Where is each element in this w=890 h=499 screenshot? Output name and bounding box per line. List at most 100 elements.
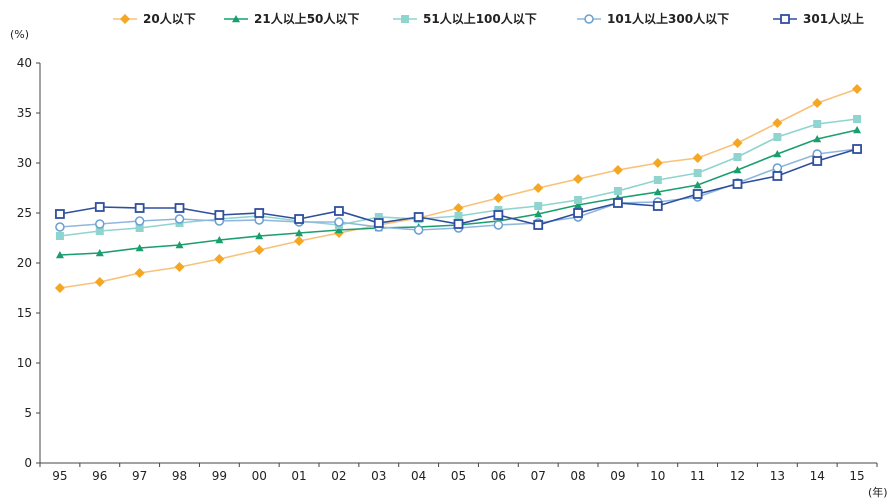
- data-point: [812, 98, 823, 108]
- x-tick-label: 98: [172, 469, 187, 483]
- data-point: [374, 213, 383, 221]
- data-point: [373, 218, 384, 228]
- x-tick-label: 14: [810, 469, 825, 483]
- data-point: [812, 156, 823, 166]
- data-point: [534, 210, 543, 218]
- legend-item-3: 51人以上100人以下: [393, 11, 537, 26]
- data-point: [174, 214, 185, 224]
- x-tick-label: 13: [770, 469, 785, 483]
- x-tick-label: 95: [52, 469, 67, 483]
- data-point: [573, 174, 584, 184]
- data-point: [573, 208, 583, 218]
- x-tick-label: 04: [411, 469, 426, 483]
- data-point: [534, 202, 543, 210]
- data-point: [732, 179, 743, 189]
- data-point: [493, 210, 504, 220]
- legend-item-5: 301人以上: [773, 11, 864, 26]
- y-tick-label: 20: [17, 256, 32, 270]
- legend-marker: [120, 14, 130, 24]
- x-tick-label: 06: [491, 469, 506, 483]
- x-tick-label: 12: [730, 469, 745, 483]
- x-tick-label: 05: [451, 469, 466, 483]
- data-point: [693, 181, 702, 189]
- data-point: [453, 203, 464, 213]
- legend-label: 301人以上: [803, 11, 864, 26]
- data-point: [334, 226, 343, 234]
- x-tick-label: 15: [849, 469, 864, 483]
- x-tick-label: 00: [252, 469, 267, 483]
- legend-marker: [780, 14, 790, 24]
- data-point: [175, 241, 184, 249]
- data-point: [852, 84, 863, 94]
- data-point: [334, 206, 344, 216]
- data-point: [215, 236, 224, 244]
- y-tick-label: 5: [24, 406, 32, 420]
- data-point: [55, 222, 65, 232]
- data-point: [773, 133, 782, 141]
- y-tick-label: 0: [24, 456, 32, 470]
- data-point: [134, 268, 145, 278]
- data-point: [95, 227, 104, 235]
- data-point: [852, 144, 862, 154]
- y-axis-unit-label: (%): [10, 28, 29, 41]
- y-tick-label: 25: [17, 206, 32, 220]
- data-point: [55, 232, 64, 240]
- data-point: [813, 135, 822, 143]
- data-point: [55, 251, 64, 259]
- x-tick-label: 08: [570, 469, 585, 483]
- legend-marker: [584, 14, 594, 24]
- series-5-markers: [55, 144, 862, 230]
- legend-marker: [401, 15, 409, 23]
- data-point: [95, 249, 104, 257]
- data-point: [214, 210, 225, 220]
- x-axis: 95 96 97 98 99 00 01 02 03 04 05 06 07 08 09 10 11 12 13 14…: [39, 462, 878, 483]
- data-point: [214, 254, 225, 264]
- x-axis-unit-label: (年): [868, 485, 888, 499]
- series-markers: [54, 84, 863, 293]
- legend-label: 51人以上100人以下: [423, 11, 537, 26]
- data-point: [533, 183, 544, 193]
- x-tick-label: 97: [132, 469, 147, 483]
- data-point: [294, 236, 305, 246]
- x-tick-label: 11: [690, 469, 705, 483]
- data-point: [612, 165, 623, 175]
- y-tick-label: 40: [17, 56, 32, 70]
- data-point: [254, 245, 265, 255]
- legend-label: 20人以下: [143, 11, 196, 26]
- data-point: [493, 220, 504, 230]
- data-point: [653, 176, 662, 184]
- legend-item-1: 20人以下: [113, 11, 196, 26]
- data-point: [254, 208, 265, 218]
- x-tick-label: 02: [331, 469, 346, 483]
- data-point: [692, 189, 703, 199]
- legend-item-2: 21人以上50人以下: [224, 11, 359, 26]
- data-point: [55, 209, 65, 219]
- x-tick-label: 03: [371, 469, 386, 483]
- y-tick-label: 35: [17, 106, 32, 120]
- legend-label: 21人以上50人以下: [254, 11, 359, 26]
- series-2-markers: [55, 126, 862, 259]
- data-point: [653, 188, 662, 196]
- data-point: [295, 229, 304, 237]
- data-point: [652, 158, 663, 168]
- data-point: [813, 120, 822, 128]
- data-point: [95, 219, 105, 229]
- data-point: [174, 203, 185, 213]
- y-tick-label: 15: [17, 306, 32, 320]
- data-point: [134, 203, 145, 213]
- data-point: [652, 201, 663, 211]
- data-point: [772, 163, 783, 173]
- series-line-2: [59, 129, 858, 256]
- data-point: [732, 138, 743, 148]
- x-tick-label: 09: [610, 469, 625, 483]
- x-tick-label: 07: [531, 469, 546, 483]
- data-point: [613, 187, 622, 195]
- data-point: [255, 232, 264, 240]
- data-point: [494, 206, 503, 214]
- x-tick-label: 01: [291, 469, 306, 483]
- x-tick-label: 99: [212, 469, 227, 483]
- y-axis: 0 5 10 15 20 25 30 35 40: [17, 56, 41, 470]
- data-point: [294, 214, 304, 224]
- legend-item-4: 101人以上300人以下: [577, 11, 729, 26]
